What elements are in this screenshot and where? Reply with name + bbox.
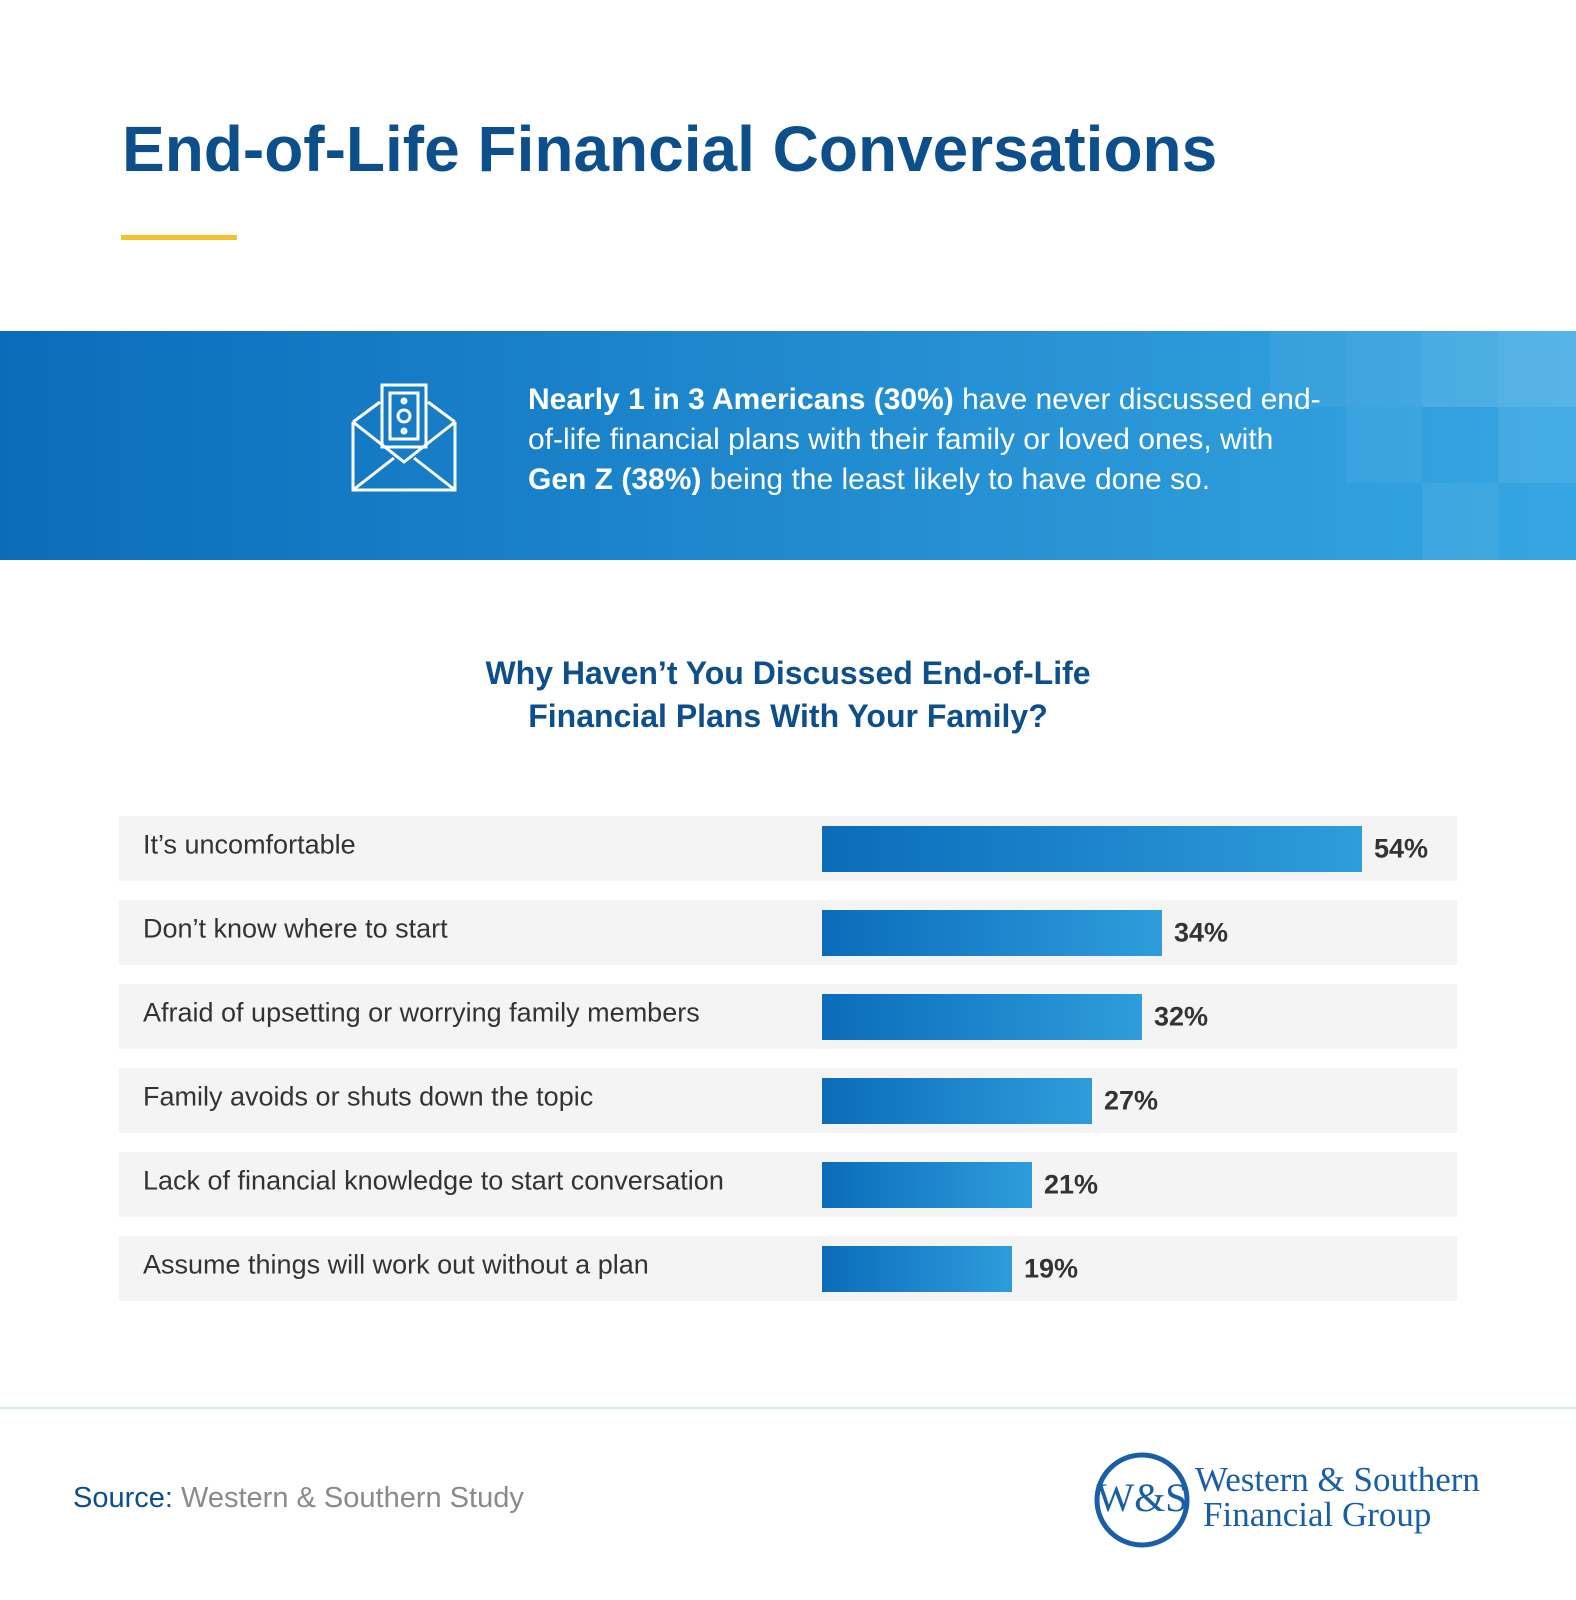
- page-title: End-of-Life Financial Conversations: [122, 113, 1218, 185]
- row-background: [119, 1068, 1457, 1133]
- category-label: Family avoids or shuts down the topic: [143, 1082, 593, 1112]
- logo-text: Western & Southern Financial Group: [1195, 1462, 1480, 1532]
- banner-pattern: [1270, 331, 1576, 560]
- bar: [822, 994, 1142, 1040]
- envelope-icon: [351, 383, 457, 492]
- bar: [822, 1078, 1092, 1124]
- row-background: [119, 984, 1457, 1049]
- source: Source: Western & Southern Study: [73, 1482, 524, 1515]
- banner-text: Nearly 1 in 3 Americans (30%) have never…: [528, 380, 1328, 500]
- category-label: It’s uncomfortable: [143, 830, 356, 860]
- logo-subname: Financial Group: [1203, 1495, 1432, 1534]
- source-label: Source:: [73, 1482, 173, 1514]
- value-label: 54%: [1374, 834, 1428, 864]
- banner-segment: Gen Z (38%): [528, 463, 702, 496]
- category-label: Afraid of upsetting or worrying family m…: [143, 998, 700, 1028]
- value-label: 27%: [1104, 1086, 1158, 1116]
- accent-line: [121, 235, 237, 240]
- category-label: Assume things will work out without a pl…: [143, 1250, 649, 1280]
- bar: [822, 1162, 1032, 1208]
- logo-monogram: W&S: [1096, 1475, 1187, 1520]
- value-label: 21%: [1044, 1170, 1098, 1200]
- row-background: [119, 900, 1457, 965]
- banner-segment: have never discussed end-of-life financi…: [528, 383, 1321, 456]
- bar: [822, 910, 1162, 956]
- banner-segment: Nearly 1 in 3 Americans (30%): [528, 383, 954, 416]
- row-background: [119, 1236, 1457, 1301]
- category-label: Don’t know where to start: [143, 914, 448, 944]
- banner-segment: being the least likely to have done so.: [701, 463, 1211, 496]
- row-background: [119, 1152, 1457, 1217]
- value-label: 19%: [1024, 1254, 1078, 1284]
- bar: [822, 826, 1362, 872]
- logo-mark: W&S: [1094, 1452, 1190, 1548]
- chart-title: Why Haven’t You Discussed End-of-Life Fi…: [485, 655, 1091, 734]
- value-label: 32%: [1154, 1002, 1208, 1032]
- banner: [0, 331, 1576, 560]
- bar: [822, 1246, 1012, 1292]
- source-text: Western & Southern Study: [181, 1482, 524, 1514]
- value-label: 34%: [1174, 918, 1228, 948]
- category-label: Lack of financial knowledge to start con…: [143, 1166, 724, 1196]
- logo-name: Western & Southern: [1195, 1460, 1480, 1499]
